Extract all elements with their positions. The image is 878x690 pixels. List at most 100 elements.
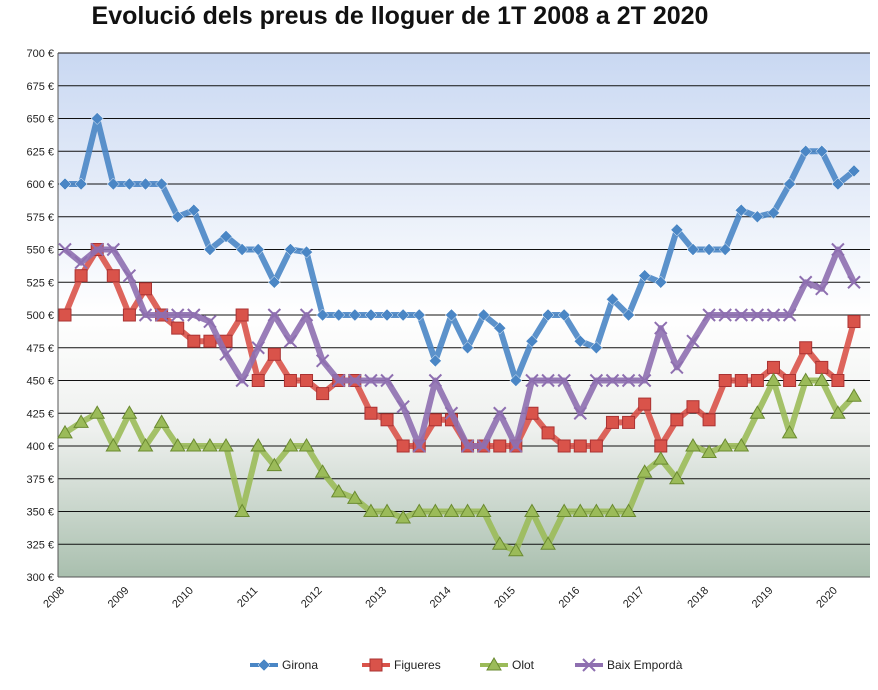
marker [799, 341, 813, 355]
marker [428, 373, 443, 388]
x-tick-label: 2020 [814, 585, 840, 611]
marker [670, 360, 684, 375]
marker [766, 360, 780, 374]
marker [702, 243, 716, 256]
marker [798, 275, 813, 289]
y-tick-label: 675 € [26, 81, 54, 93]
marker [443, 503, 460, 517]
marker [283, 334, 298, 348]
marker [138, 308, 153, 322]
marker [541, 426, 555, 440]
marker [171, 321, 185, 335]
marker [783, 177, 796, 191]
marker [171, 308, 185, 322]
marker [638, 269, 652, 283]
marker [781, 424, 798, 439]
marker [847, 275, 861, 289]
marker [251, 243, 265, 256]
marker [831, 177, 845, 191]
y-tick-label: 525 € [26, 277, 54, 289]
marker [702, 308, 716, 322]
marker [525, 334, 539, 348]
marker [122, 308, 136, 322]
marker [831, 374, 845, 387]
x-tick-label: 2012 [299, 585, 325, 611]
marker [74, 255, 88, 270]
marker [734, 308, 748, 322]
marker [219, 230, 233, 243]
marker [573, 406, 587, 420]
y-tick-label: 350 € [26, 507, 54, 519]
y-tick-label: 500 € [26, 310, 54, 322]
marker [582, 658, 596, 672]
marker [540, 536, 556, 550]
marker [187, 308, 201, 322]
marker [58, 308, 72, 322]
marker [669, 470, 685, 485]
marker [622, 415, 636, 429]
marker [251, 374, 265, 387]
marker [299, 308, 314, 322]
marker [267, 275, 281, 289]
marker [670, 413, 684, 427]
marker [846, 388, 862, 402]
marker [782, 308, 797, 322]
marker [300, 245, 313, 259]
marker [733, 438, 750, 452]
marker [847, 315, 861, 329]
marker [475, 503, 492, 517]
marker [541, 308, 555, 322]
marker [396, 308, 410, 322]
marker [685, 438, 701, 452]
marker [412, 439, 426, 453]
marker [734, 374, 748, 387]
x-tick-label: 2011 [235, 585, 260, 610]
y-tick-label: 700 € [26, 48, 54, 60]
y-tick-label: 325 € [26, 539, 54, 551]
marker [284, 243, 297, 256]
marker [636, 464, 653, 478]
x-tick-label: 2016 [557, 585, 583, 611]
marker [364, 406, 378, 420]
marker [507, 542, 524, 557]
marker [203, 314, 217, 329]
marker [621, 373, 636, 388]
marker [622, 308, 635, 322]
marker [718, 308, 732, 322]
marker [477, 308, 491, 322]
marker [686, 243, 700, 256]
marker [749, 405, 766, 419]
y-tick-label: 650 € [26, 114, 54, 126]
marker [332, 373, 346, 388]
marker [783, 374, 797, 387]
marker [73, 414, 89, 428]
marker [235, 373, 249, 388]
x-tick-label: 2009 [106, 585, 132, 611]
marker [314, 464, 331, 478]
marker [766, 308, 781, 322]
y-tick-label: 625 € [26, 146, 54, 158]
y-tick-label: 400 € [26, 441, 54, 453]
marker [750, 374, 764, 387]
marker [813, 372, 830, 386]
marker [58, 177, 72, 191]
y-tick-label: 575 € [26, 212, 54, 224]
marker [57, 424, 73, 439]
marker [750, 308, 765, 322]
marker [638, 397, 652, 411]
marker [509, 439, 523, 453]
marker [509, 374, 523, 387]
marker [718, 374, 732, 387]
y-tick-label: 300 € [26, 572, 54, 584]
marker [316, 308, 329, 322]
marker [797, 372, 814, 386]
marker [590, 341, 603, 355]
marker [572, 503, 589, 517]
x-tick-label: 2019 [750, 585, 776, 611]
marker [541, 373, 555, 388]
marker [251, 341, 265, 355]
marker [686, 400, 700, 414]
marker [605, 415, 619, 429]
y-tick-label: 475 € [26, 343, 54, 355]
marker [105, 438, 122, 452]
